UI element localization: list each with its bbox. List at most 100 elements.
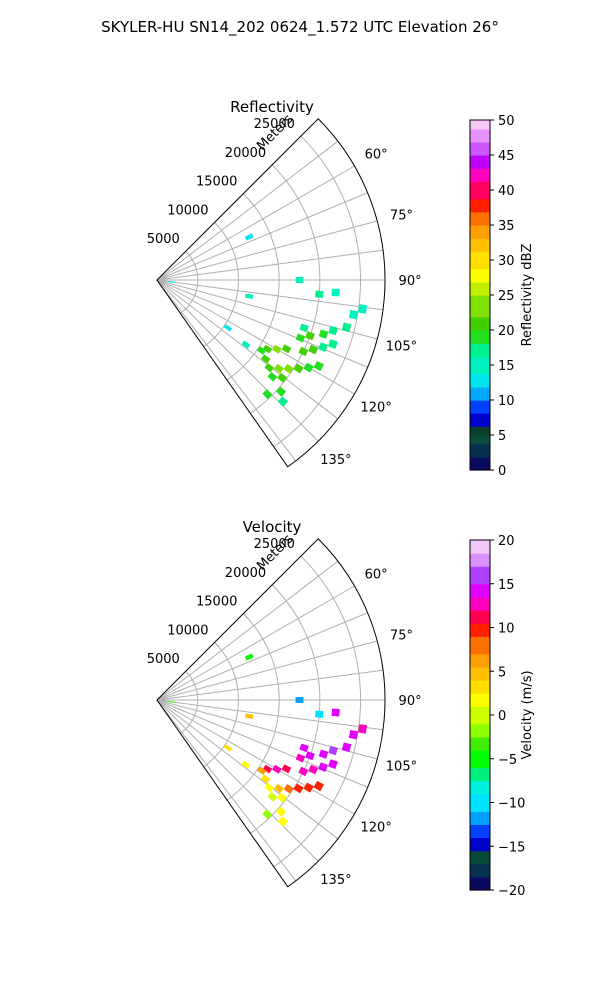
colorbar-swatch	[470, 229, 490, 235]
colorbar-swatch	[470, 544, 490, 550]
colorbar-swatch	[470, 675, 490, 681]
azimuth-tick-label: 90°	[399, 694, 422, 709]
colorbar-swatch	[470, 741, 490, 747]
colorbar-swatch	[470, 330, 490, 335]
data-cell	[245, 713, 254, 720]
data-cell	[223, 744, 233, 752]
colorbar-swatch	[470, 666, 490, 672]
azimuth-gridline	[156, 640, 378, 701]
colorbar-swatch	[470, 710, 490, 716]
colorbar-swatch	[470, 426, 490, 432]
colorbar-swatch	[470, 855, 490, 860]
data-cell	[277, 396, 289, 407]
data-cell	[281, 764, 292, 774]
data-cell	[303, 782, 314, 793]
colorbar-tick-label: −5	[498, 753, 517, 768]
colorbar-swatch	[470, 605, 490, 611]
colorbar-tick-label: 10	[498, 622, 515, 637]
colorbar-swatch	[470, 203, 490, 209]
colorbar-swatch	[470, 561, 490, 567]
colorbar-swatch	[470, 540, 490, 545]
data-cell	[267, 371, 278, 382]
azimuth-gridline	[156, 140, 339, 281]
colorbar-swatch	[470, 841, 490, 847]
azimuth-gridline	[156, 669, 384, 701]
azimuth-gridline	[156, 279, 319, 442]
colorbar-swatch	[470, 343, 490, 349]
colorbar-swatch	[470, 802, 490, 808]
colorbar-swatch	[470, 316, 490, 322]
azimuth-gridline	[156, 699, 378, 760]
colorbar-swatch	[470, 251, 490, 257]
data-cell	[256, 766, 267, 776]
colorbar-tick-label: 0	[498, 709, 506, 724]
colorbar-swatch	[470, 461, 490, 467]
colorbar-swatch	[470, 811, 490, 817]
colorbar-swatch	[470, 443, 490, 449]
colorbar-swatch	[470, 216, 490, 222]
colorbar-swatch	[470, 395, 490, 401]
data-cell	[262, 764, 273, 774]
colorbar-swatch	[470, 745, 490, 751]
azimuth-gridline	[156, 699, 339, 840]
colorbar-swatch	[470, 295, 490, 300]
data-cell	[341, 742, 352, 753]
data-cell	[244, 653, 254, 661]
velocity-title: Velocity	[243, 518, 302, 536]
colorbar-swatch	[470, 277, 490, 283]
colorbar-swatch	[470, 382, 490, 388]
colorbar-swatch	[470, 833, 490, 839]
colorbar-tick-label: 35	[498, 219, 515, 234]
colorbar-swatch	[470, 338, 490, 344]
colorbar-swatch	[470, 137, 490, 143]
azimuth-tick-label: 60°	[365, 567, 388, 582]
figure-suptitle: SKYLER-HU SN14_202 0624_1.572 UTC Elevat…	[101, 18, 499, 37]
colorbar-swatch	[470, 233, 490, 239]
colorbar-swatch	[470, 308, 490, 314]
data-cell	[327, 759, 338, 770]
reflectivity-title: Reflectivity	[230, 98, 314, 116]
colorbar-swatch	[470, 246, 490, 252]
colorbar-tick-label: 20	[498, 534, 515, 549]
data-cell	[295, 276, 304, 284]
colorbar-swatch	[470, 815, 490, 821]
data-cell	[277, 816, 289, 827]
colorbar-swatch	[470, 185, 490, 191]
colorbar-swatch	[470, 579, 490, 585]
data-cell	[298, 346, 309, 357]
data-cell	[328, 745, 338, 756]
colorbar-tick-label: 5	[498, 665, 506, 680]
colorbar-swatch	[470, 128, 490, 134]
colorbar-swatch	[470, 863, 490, 869]
colorbar-swatch	[470, 456, 490, 462]
azimuth-gridline	[156, 699, 297, 882]
colorbar-swatch	[470, 850, 490, 856]
range-tick-label: 15000	[196, 175, 237, 190]
colorbar-swatch	[470, 404, 490, 410]
data-cell	[313, 360, 324, 372]
reflectivity-panel: Reflectivity500010000150002000025000Mete…	[147, 98, 535, 479]
data-cell	[308, 344, 319, 355]
colorbar-swatch	[470, 627, 490, 633]
colorbar-swatch	[470, 662, 490, 668]
colorbar-swatch	[470, 623, 490, 629]
colorbar-swatch	[470, 653, 490, 659]
data-cell	[313, 780, 324, 792]
data-cell	[260, 774, 271, 784]
data-cell	[315, 290, 324, 298]
colorbar-swatch	[470, 290, 490, 296]
colorbar-swatch	[470, 351, 490, 357]
colorbar-swatch	[470, 413, 490, 419]
azimuth-gridline	[156, 279, 339, 420]
azimuth-tick-label: 105°	[386, 340, 417, 355]
colorbar-swatch	[470, 715, 490, 720]
colorbar-swatch	[470, 400, 490, 405]
data-cell	[260, 354, 271, 364]
data-cell	[305, 331, 315, 341]
azimuth-gridline	[156, 279, 297, 462]
data-cell	[327, 339, 338, 350]
data-cell	[167, 700, 176, 703]
colorbar-swatch	[470, 211, 490, 217]
colorbar-swatch	[470, 583, 490, 589]
colorbar-swatch	[470, 881, 490, 887]
